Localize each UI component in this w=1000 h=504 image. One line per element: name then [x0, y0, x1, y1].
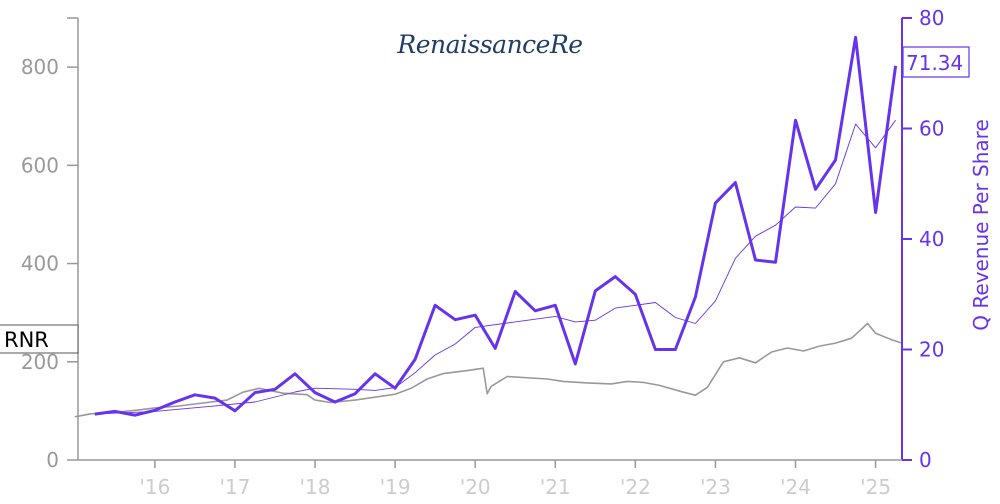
company-logo: RenaissanceRe	[396, 30, 582, 59]
x-tick-label: '16	[139, 475, 170, 499]
x-tick-label: '25	[860, 475, 891, 499]
x-tick-label: '19	[380, 475, 411, 499]
right-axis-label: Q Revenue Per Share	[969, 119, 993, 331]
revenue-average-line	[94, 119, 896, 415]
right-tick-label: 60	[919, 117, 944, 141]
last-value-box	[902, 46, 970, 78]
left-tick-label: 600	[21, 153, 59, 177]
right-tick-label: 40	[919, 227, 944, 251]
revenue-series-line	[94, 35, 898, 417]
x-tick-label: '24	[780, 475, 811, 499]
left-tick-label: 200	[21, 350, 59, 374]
left-tick-label: 800	[21, 55, 59, 79]
right-tick-label: 20	[919, 338, 944, 362]
x-tick-label: '22	[620, 475, 651, 499]
x-tick-label: '21	[540, 475, 571, 499]
ticker-label-box	[0, 324, 79, 354]
x-tick-label: '17	[219, 475, 250, 499]
last-value-label: 71.34	[906, 51, 963, 75]
x-tick-label: '23	[700, 475, 731, 499]
x-tick-label: '20	[460, 475, 491, 499]
price-series-line	[74, 322, 903, 418]
left-tick-label: 0	[46, 448, 59, 472]
ticker-label: RNR	[4, 328, 49, 352]
right-tick-label: 80	[919, 6, 944, 30]
right-tick-label: 0	[919, 448, 932, 472]
left-tick-label: 400	[21, 252, 59, 276]
x-tick-label: '18	[300, 475, 331, 499]
